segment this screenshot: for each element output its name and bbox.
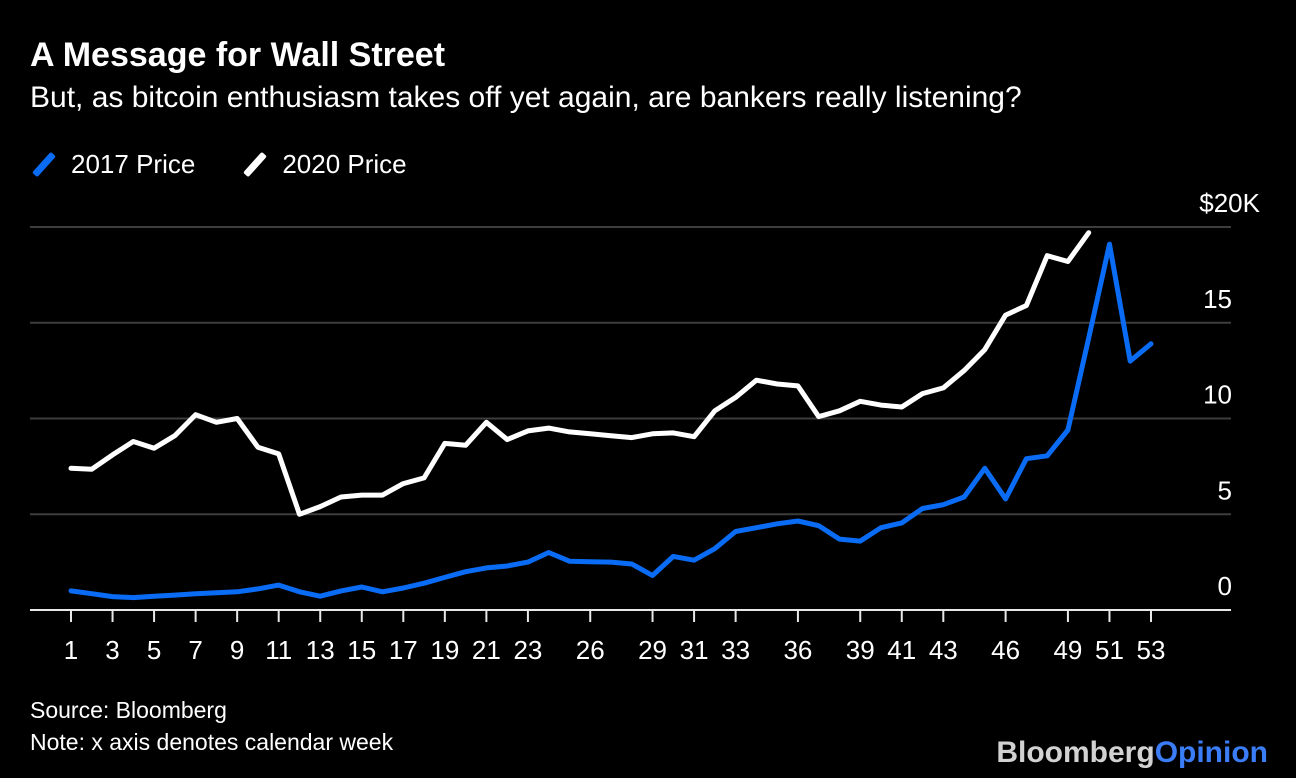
legend-item-2020: 2020 Price [241,148,407,180]
legend-label-2017: 2017 Price [71,148,196,179]
x-tick-label: 7 [188,635,202,665]
x-tick-label: 53 [1137,635,1166,665]
x-tick-label: 31 [680,635,709,665]
x-tick-label: 5 [147,635,161,665]
axis-note: Note: x axis denotes calendar week [30,729,394,755]
y-tick-label: $20K [1199,188,1260,218]
y-tick-label: 5 [1218,475,1232,505]
chart-footer: Source: Bloomberg Note: x axis denotes c… [30,694,393,758]
logo-division-text: Opinion [1154,736,1268,769]
series-line-2017-price [68,241,1154,601]
x-tick-label: 46 [991,635,1020,665]
x-tick-label: 13 [306,635,335,665]
chart-title: A Message for Wall Street [30,36,446,74]
x-tick-label: 19 [430,635,459,665]
x-tick-label: 11 [265,635,292,665]
x-tick-label: 1 [64,635,78,665]
legend-label-2020: 2020 Price [282,148,407,179]
x-tick-label: 9 [230,635,244,665]
logo-brand-text: Bloomberg [996,736,1155,769]
x-tick-label: 51 [1095,635,1124,665]
x-axis-ticks [70,611,1152,622]
series-line-2020-price [68,230,1092,517]
chart-legend: 2017 Price 2020 Price [30,146,453,182]
x-tick-label: 21 [472,635,501,665]
chart-subtitle: But, as bitcoin enthusiasm takes off yet… [30,81,1022,114]
x-tick-label: 26 [576,635,605,665]
x-tick-label: 17 [389,635,418,665]
x-tick-label: 49 [1053,635,1082,665]
y-tick-label: 15 [1203,284,1232,314]
legend-item-2017: 2017 Price [30,149,195,180]
x-tick-label: 41 [887,635,916,665]
y-axis-labels: $20K 15 10 5 0 [1199,188,1260,601]
bloomberg-opinion-logo: BloombergOpinion [996,736,1268,770]
x-tick-label: 15 [347,635,376,665]
x-tick-label: 39 [846,635,875,665]
x-tick-label: 43 [929,635,958,665]
x-tick-label: 3 [105,635,119,665]
x-tick-label: 23 [513,635,542,665]
x-tick-label: 33 [721,635,750,665]
y-tick-label: 10 [1203,380,1232,410]
x-axis-labels: 1 3 5 7 9 11 13 15 17 19 21 23 26 29 31 33 36 39 41 43 46 49 5… [64,635,1166,665]
source-note: Source: Bloomberg [30,697,227,723]
y-gridlines [30,226,1231,516]
x-tick-label: 36 [783,635,812,665]
x-tick-label: 29 [638,635,667,665]
y-tick-label: 0 [1218,571,1232,601]
